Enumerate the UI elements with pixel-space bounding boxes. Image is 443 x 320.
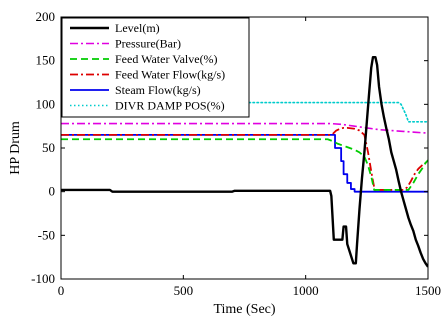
legend-label-6: DIVR DAMP POS(%) [115, 99, 225, 113]
x-tick-label: 0 [58, 283, 65, 298]
y-tick-label: 100 [36, 96, 56, 111]
tick-layer: 0 500 1000 1500 -100 -50 0 50 100 150 200 [31, 9, 441, 298]
series-line-1 [61, 55, 428, 268]
series-line-6 [61, 101, 428, 123]
series-line-5 [61, 133, 428, 193]
y-tick-label: -100 [31, 271, 55, 286]
plot-content [61, 55, 428, 268]
legend-box [61, 17, 250, 118]
y-axis-label: HP Drum [8, 121, 23, 175]
y-tick-label: -50 [38, 227, 55, 242]
legend-label-3: Feed Water Valve(%) [115, 52, 218, 66]
y-tick-label: 150 [36, 53, 56, 68]
series-line-3 [61, 138, 428, 191]
plot-frame [60, 16, 429, 280]
legend-label-2: Pressure(Bar) [115, 37, 181, 51]
y-tick-label: 0 [49, 184, 56, 199]
legend-label-5: Steam Flow(kg/s) [115, 83, 201, 97]
legend: Level(m) Pressure(Bar)Feed Water Valve(%)… [61, 17, 250, 118]
series-line-2 [61, 122, 428, 134]
legend-label-1: Level(m) [115, 21, 160, 35]
y-tick-label: 200 [36, 9, 56, 24]
x-tick-label: 1500 [415, 283, 441, 298]
x-tick-label: 500 [174, 283, 194, 298]
y-tick-label: 50 [42, 140, 55, 155]
legend-label-4: Feed Water Flow(kg/s) [115, 68, 225, 82]
series-line-4 [61, 127, 428, 191]
x-tick-label: 1000 [293, 283, 319, 298]
x-axis-label: Time (Sec) [213, 302, 275, 317]
